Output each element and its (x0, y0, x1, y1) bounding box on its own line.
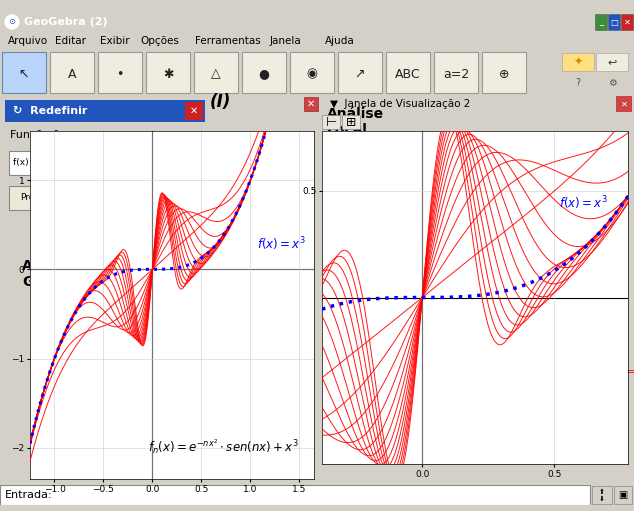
Text: ⬆
⬇: ⬆ ⬇ (599, 489, 605, 501)
Text: A: A (68, 67, 76, 81)
Bar (592, 486, 612, 504)
Bar (9, 186, 99, 210)
Text: Exibir: Exibir (100, 36, 129, 46)
Circle shape (5, 15, 19, 29)
Text: ↗: ↗ (355, 67, 365, 81)
Bar (242, 52, 286, 93)
Text: _: _ (599, 17, 603, 27)
Text: •: • (116, 67, 124, 81)
Bar (50, 52, 94, 93)
Bar (9, 151, 201, 175)
Bar (5, 100, 205, 122)
Bar (342, 115, 360, 129)
Text: ⊙: ⊙ (8, 17, 15, 27)
Bar (322, 115, 340, 129)
Text: ⊞: ⊞ (346, 115, 356, 128)
Text: ✱: ✱ (163, 67, 173, 81)
Text: ?: ? (576, 78, 581, 88)
Text: △: △ (211, 67, 221, 81)
Text: Opções: Opções (140, 36, 179, 46)
Text: Análise
Global: Análise Global (22, 259, 79, 289)
Text: ABC: ABC (395, 67, 421, 81)
Bar (434, 52, 478, 93)
Bar (616, 96, 632, 112)
Text: ↩: ↩ (607, 57, 617, 67)
Text: (II): (II) (520, 346, 547, 364)
Text: Arquivo: Arquivo (8, 36, 48, 46)
Text: Análise
Local: Análise Local (327, 107, 384, 137)
Bar (608, 14, 620, 30)
Text: ⊢: ⊢ (326, 115, 337, 128)
Bar (338, 52, 382, 93)
Text: ⊕: ⊕ (499, 67, 509, 81)
Bar (98, 52, 142, 93)
Text: Função f: Função f (10, 130, 57, 140)
Text: $f_n(x) = e^{-nx^2} \cdot sen(nx) + x^3$: $f_n(x) = e^{-nx^2} \cdot sen(nx) + x^3$ (148, 437, 299, 456)
Text: (I): (I) (209, 92, 231, 111)
Text: $f(x) = x^3$: $f(x) = x^3$ (257, 236, 306, 253)
Bar (290, 52, 334, 93)
Bar (596, 53, 628, 71)
Text: $f(x) = x^3$: $f(x) = x^3$ (559, 194, 608, 212)
Text: Editar: Editar (55, 36, 86, 46)
Text: Ajuda: Ajuda (325, 36, 355, 46)
Text: ↖: ↖ (19, 67, 29, 81)
Bar (562, 53, 594, 71)
Text: ✕: ✕ (190, 106, 198, 116)
Bar (482, 52, 526, 93)
Bar (2, 52, 46, 93)
Text: ✕: ✕ (623, 17, 630, 27)
Bar (595, 14, 607, 30)
Text: ✕: ✕ (307, 99, 315, 109)
Text: ✦: ✦ (573, 57, 583, 67)
Text: Propriedades...: Propriedades... (20, 194, 88, 202)
Text: Aplicar: Aplicar (117, 194, 149, 202)
Text: ⚙: ⚙ (607, 78, 616, 88)
Text: Janela: Janela (270, 36, 302, 46)
Bar (621, 14, 633, 30)
Text: f(x) = e^(-n x²) sen(n x) + x²: f(x) = e^(-n x²) sen(n x) + x² (13, 158, 145, 168)
Bar (614, 486, 632, 504)
Text: ▣: ▣ (618, 490, 628, 500)
Text: ▼  Janela de Visualização 2: ▼ Janela de Visualização 2 (330, 99, 470, 109)
Bar (105, 186, 161, 210)
Text: ●: ● (259, 67, 269, 81)
Text: n = 14: n = 14 (616, 367, 634, 377)
Text: ◉: ◉ (307, 67, 318, 81)
Text: ↻  Redefinir: ↻ Redefinir (13, 106, 87, 116)
Text: Ferramentas: Ferramentas (195, 36, 261, 46)
Bar (185, 102, 203, 120)
Bar (194, 52, 238, 93)
Text: ✕: ✕ (621, 100, 628, 108)
Text: □: □ (610, 17, 618, 27)
Bar (386, 52, 430, 93)
Bar (304, 97, 318, 111)
Text: Entrada:: Entrada: (5, 490, 53, 500)
Bar (146, 52, 190, 93)
Text: GeoGebra (2): GeoGebra (2) (24, 17, 108, 27)
Text: a=2: a=2 (443, 67, 469, 81)
